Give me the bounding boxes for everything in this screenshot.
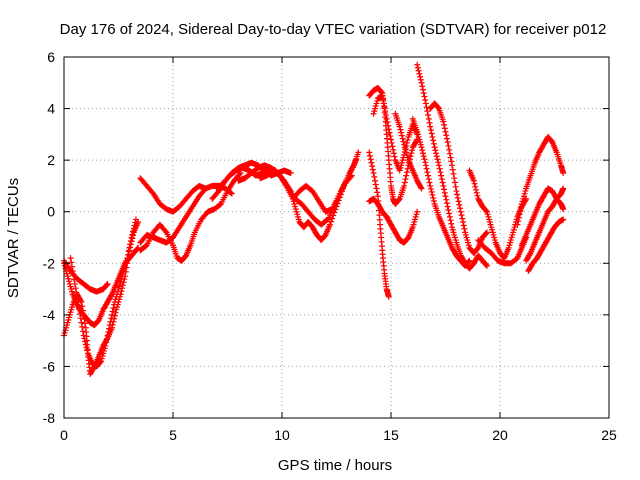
- data-point-markers: [366, 195, 421, 246]
- data-point-markers: [525, 216, 567, 275]
- plot-frame: [63, 56, 610, 419]
- y-tick-label: -6: [43, 358, 56, 374]
- data-point-markers: [370, 92, 421, 174]
- x-tick-label: 15: [383, 427, 399, 443]
- chart-title: Day 176 of 2024, Sidereal Day-to-day VTE…: [60, 21, 607, 38]
- y-tick-label: -8: [43, 410, 56, 426]
- axis-ticks: [63, 56, 610, 419]
- series-track-7: [137, 170, 244, 264]
- series-track-25: [525, 216, 567, 275]
- data-points: [61, 61, 567, 378]
- series-track-22: [514, 133, 567, 228]
- y-axis-tick-labels: -8 -6 -4 -2 0 2 4 6: [43, 49, 56, 426]
- y-tick-label: -2: [43, 255, 56, 271]
- series-track-11: [257, 167, 355, 215]
- x-tick-label: 25: [601, 427, 617, 443]
- y-tick-label: 2: [47, 152, 55, 168]
- data-point-markers: [392, 110, 425, 192]
- y-tick-label: -4: [43, 307, 56, 323]
- series-track-14: [366, 195, 421, 246]
- series-track-24: [523, 185, 567, 264]
- data-point-markers: [137, 170, 244, 264]
- x-axis-tick-labels: 0 5 10 15 20 25: [60, 427, 617, 443]
- y-tick-label: 4: [47, 101, 55, 117]
- data-point-markers: [137, 175, 209, 215]
- y-tick-label: 0: [47, 204, 55, 220]
- data-point-markers: [514, 133, 567, 228]
- series-track-19: [392, 110, 425, 192]
- data-point-markers: [409, 115, 473, 269]
- data-point-markers: [523, 185, 567, 264]
- data-point-markers: [257, 167, 355, 215]
- series-track-15: [370, 92, 421, 174]
- data-point-markers: [67, 216, 139, 370]
- x-tick-label: 0: [60, 427, 68, 443]
- y-tick-label: 6: [47, 49, 55, 65]
- series-track-4: [67, 216, 139, 370]
- x-tick-label: 10: [274, 427, 290, 443]
- x-tick-label: 20: [492, 427, 508, 443]
- grid-layer: [64, 57, 609, 418]
- x-tick-label: 5: [169, 427, 177, 443]
- x-axis-title: GPS time / hours: [278, 457, 392, 474]
- series-track-5: [137, 175, 209, 215]
- y-axis-title: SDTVAR / TECUs: [5, 178, 22, 298]
- series-track-17: [409, 115, 473, 269]
